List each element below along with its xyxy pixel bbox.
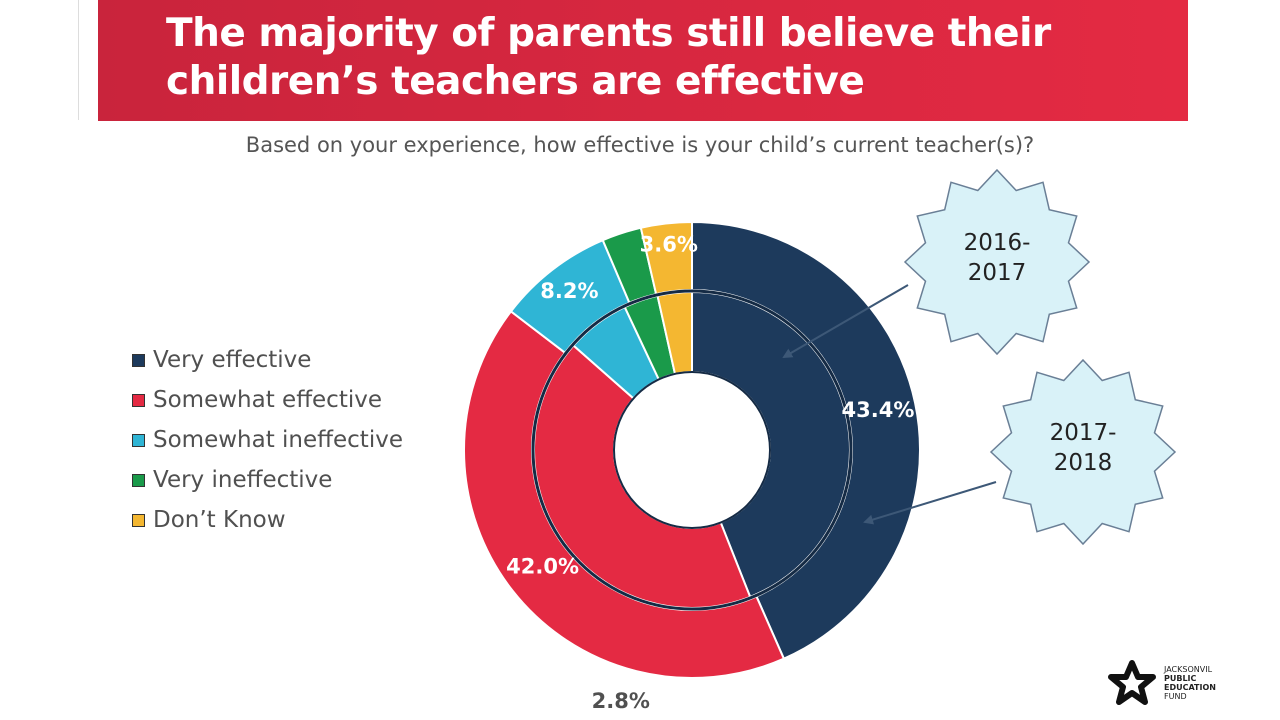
legend-swatch: [132, 433, 145, 447]
data-label-somewhat-effective: 42.0%: [506, 554, 579, 578]
legend-item-very-ineffective: Very ineffective: [132, 460, 403, 500]
data-label-dont-know: 3.6%: [640, 232, 698, 256]
legend-label: Somewhat ineffective: [153, 427, 403, 453]
title-line-1: The majority of parents still believe th…: [166, 11, 1051, 56]
chart-legend: Very effective Somewhat effective Somewh…: [132, 340, 403, 540]
left-divider: [78, 0, 79, 120]
brand-line-3: EDUCATION: [1164, 683, 1216, 692]
star-logo-icon: [1108, 660, 1156, 705]
legend-label: Very effective: [153, 347, 312, 373]
brand-line-1: JACKSONVIL: [1164, 665, 1213, 674]
legend-item-very-effective: Very effective: [132, 340, 403, 380]
callout-text-inner-2: 2017: [968, 260, 1027, 286]
page-title: The majority of parents still believe th…: [166, 10, 1051, 106]
legend-swatch: [132, 353, 145, 367]
legend-item-somewhat-ineffective: Somewhat ineffective: [132, 420, 403, 460]
brand-logo: JACKSONVIL PUBLIC EDUCATION FUND: [1108, 660, 1216, 706]
callout-text-outer-2: 2018: [1054, 450, 1113, 476]
brand-name: JACKSONVIL PUBLIC EDUCATION FUND: [1164, 665, 1216, 701]
callout-starburst-outer: [989, 358, 1177, 546]
brand-line-4: FUND: [1164, 692, 1187, 701]
donut-hole: [613, 371, 771, 529]
callout-arrow-inner: [782, 284, 909, 359]
legend-swatch: [132, 513, 145, 527]
legend-item-somewhat-effective: Somewhat effective: [132, 380, 403, 420]
legend-label: Somewhat effective: [153, 387, 383, 413]
callout-arrow-outer: [863, 481, 997, 525]
legend-swatch: [132, 473, 145, 487]
title-line-2: children’s teachers are effective: [166, 59, 865, 104]
legend-swatch: [132, 393, 145, 407]
legend-label: Don’t Know: [153, 507, 286, 533]
callout-text-inner-1: 2016-: [964, 230, 1031, 256]
callout-starburst-inner: [903, 168, 1091, 356]
data-label-very-ineffective: 2.8%: [592, 689, 650, 713]
legend-item-dont-know: Don’t Know: [132, 500, 403, 540]
legend-label: Very ineffective: [153, 467, 333, 493]
data-label-very-effective: 43.4%: [842, 398, 915, 422]
survey-question: Based on your experience, how effective …: [245, 133, 1035, 157]
title-banner: The majority of parents still believe th…: [98, 0, 1188, 121]
ring-separator: [531, 289, 853, 611]
callout-text-outer-1: 2017-: [1050, 420, 1117, 446]
data-label-somewhat-ineffective: 8.2%: [540, 279, 598, 303]
brand-line-2: PUBLIC: [1164, 674, 1197, 683]
